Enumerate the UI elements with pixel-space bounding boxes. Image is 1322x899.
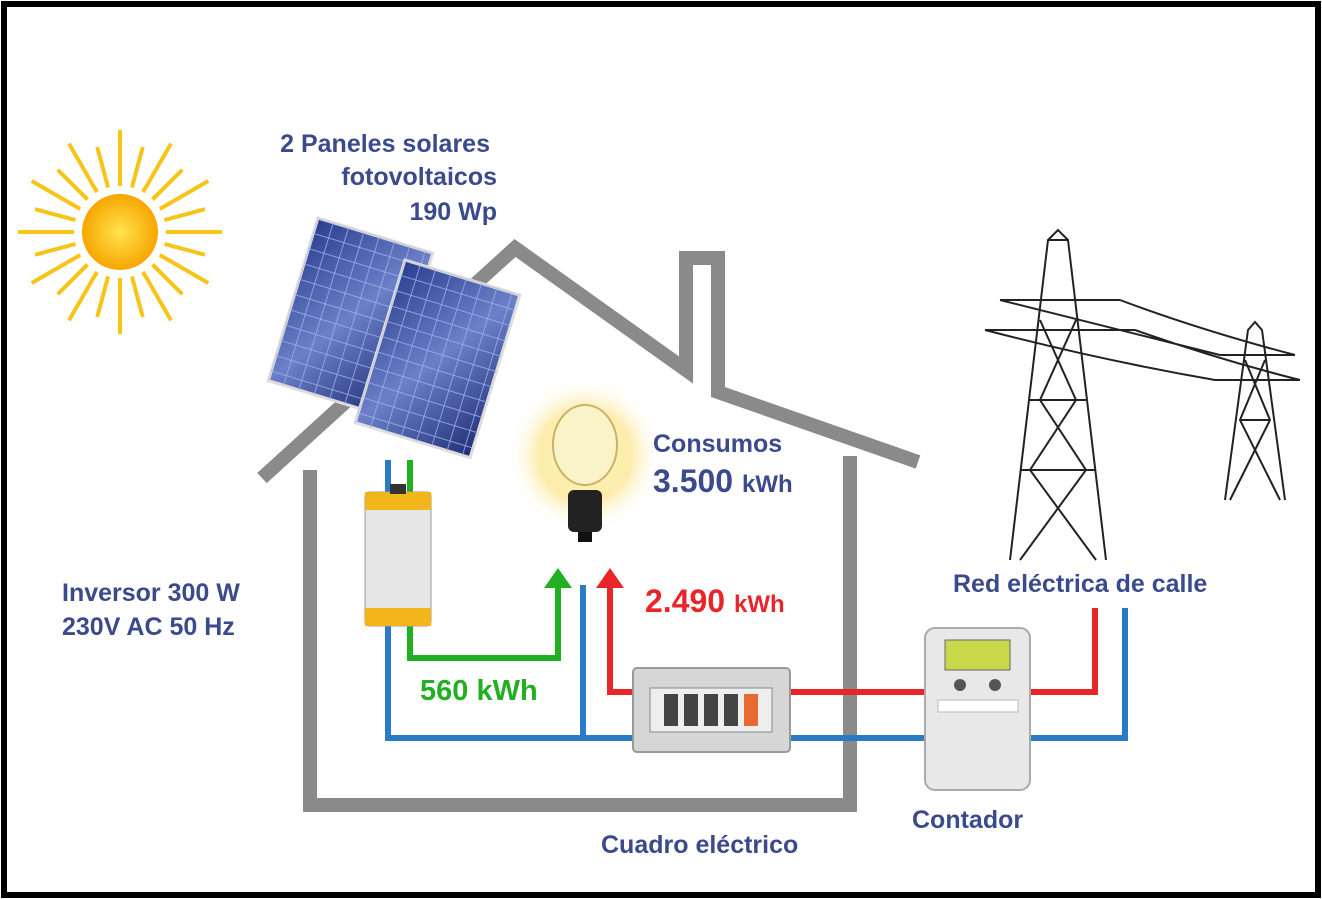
sun-ray (30, 253, 82, 285)
sun-ray (30, 179, 82, 211)
sun-ray (95, 275, 111, 318)
sun-ray (151, 263, 184, 296)
sun-ray (158, 253, 210, 285)
house-outline (257, 239, 921, 812)
amount: 3.500 (653, 463, 733, 499)
sun-ray (34, 207, 77, 223)
sun-ray (151, 168, 184, 201)
electric-meter (924, 627, 1031, 791)
meter-label: Contador (912, 806, 1023, 834)
unit: kWh (742, 471, 793, 498)
panels-label: 2 Paneles solares fotovoltaicos 190 Wp (280, 130, 497, 226)
inverter-label: 230V AC 50 Hz (62, 613, 235, 641)
power-towers (984, 228, 1301, 561)
unit: kWh (734, 591, 785, 618)
sun-ray (95, 146, 111, 189)
solar-panels (266, 216, 522, 460)
amount: 2.490 (645, 583, 725, 619)
light-bulb (507, 377, 663, 542)
sun-ray (129, 146, 145, 189)
panel-board-label: Cuadro eléctrico (601, 831, 798, 859)
sun-ray (129, 275, 145, 318)
sun-ray (34, 241, 77, 257)
sun-ray (56, 168, 89, 201)
sun (18, 130, 222, 334)
consumption-value: 3.500 kWh (653, 463, 793, 499)
label-line: 2 Paneles solares (280, 130, 490, 158)
arrow (544, 568, 572, 588)
solar-energy-label: 560 kWh (420, 675, 538, 707)
sun-ray (141, 142, 173, 194)
inverter (364, 484, 432, 627)
sun-ray (163, 207, 206, 223)
panel-board (632, 667, 791, 753)
consumption-title: Consumos (653, 430, 782, 458)
sun-ray (67, 142, 99, 194)
sun-ray (67, 270, 99, 322)
label-line: 190 Wp (409, 198, 497, 226)
sun-ray (163, 241, 206, 257)
grid-energy-label: 2.490 kWh (645, 583, 785, 619)
label-line: fotovoltaicos (341, 163, 497, 191)
inverter-label: Inversor 300 W (62, 579, 240, 607)
grid-label: Red eléctrica de calle (953, 570, 1207, 598)
arrow (596, 568, 624, 588)
sun-ray (141, 270, 173, 322)
sun-ray (158, 179, 210, 211)
sun-ray (56, 263, 89, 296)
